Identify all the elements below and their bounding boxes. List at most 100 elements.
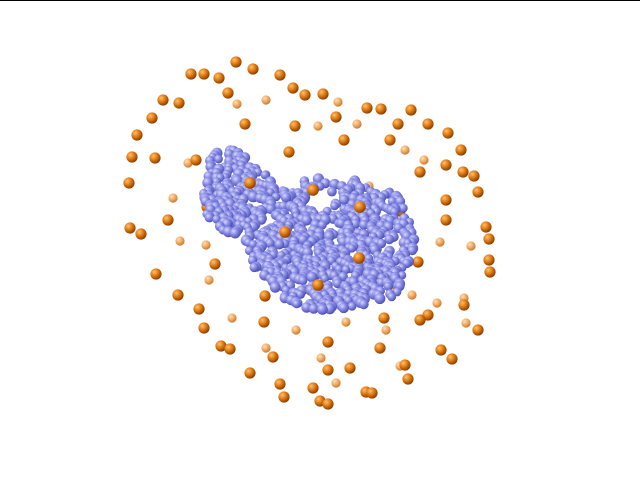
shell-bead <box>435 237 445 247</box>
protein-atom <box>306 271 318 283</box>
shell-bead <box>124 222 136 234</box>
shell-bead <box>361 102 373 114</box>
protein-atom <box>327 186 337 197</box>
shell-bead <box>227 313 237 323</box>
shell-bead <box>213 72 225 84</box>
shell-bead <box>472 186 484 198</box>
protein-atom <box>387 292 397 302</box>
shell-bead <box>414 314 426 326</box>
protein-atom <box>249 262 259 273</box>
protein-atom <box>212 215 221 224</box>
shell-bead <box>168 193 178 203</box>
shell-bead <box>384 134 396 146</box>
shell-bead <box>222 87 234 99</box>
protein-atom-cluster <box>199 145 420 315</box>
protein-atom <box>214 154 223 164</box>
shell-bead <box>204 275 214 285</box>
shell-bead <box>381 325 391 335</box>
shell-bead <box>483 233 495 245</box>
protein-atom <box>398 203 408 213</box>
shell-bead <box>198 322 210 334</box>
shell-bead <box>435 344 447 356</box>
shell-bead <box>283 146 295 158</box>
protein-atom <box>383 281 393 291</box>
protein-atom <box>204 212 215 223</box>
protein-atom <box>229 227 241 239</box>
shell-bead <box>261 95 271 105</box>
shell-bead <box>333 97 343 107</box>
protein-atom <box>358 299 369 310</box>
shell-bead <box>378 312 390 324</box>
shell-bead <box>135 228 147 240</box>
shell-bead <box>267 351 279 363</box>
shell-bead <box>274 69 286 81</box>
shell-bead <box>299 89 311 101</box>
shell-bead <box>440 194 452 206</box>
shell-bead <box>287 82 299 94</box>
shell-bead <box>316 353 326 363</box>
shell-bead <box>338 134 350 146</box>
shell-bead <box>215 340 227 352</box>
shell-bead <box>484 266 496 278</box>
shell-bead <box>149 152 161 164</box>
protein-atom <box>384 234 395 245</box>
shell-bead <box>230 56 242 68</box>
shell-bead <box>185 68 197 80</box>
shell-bead <box>366 387 378 399</box>
shell-bead <box>313 121 323 131</box>
shell-bead <box>440 214 452 226</box>
protein-atom <box>330 201 339 211</box>
shell-bead <box>322 364 334 376</box>
shell-bead <box>259 290 271 302</box>
protein-atom <box>320 274 329 283</box>
protein-atom <box>317 220 327 230</box>
shell-bead <box>375 103 387 115</box>
shell-bead <box>279 226 291 238</box>
shell-bead <box>399 359 411 371</box>
shell-bead <box>422 309 434 321</box>
shell-bead <box>472 324 484 336</box>
shell-bead <box>146 112 158 124</box>
protein-atom <box>308 303 319 314</box>
shell-bead <box>402 373 414 385</box>
shell-bead <box>468 170 480 182</box>
protein-atom <box>374 293 386 305</box>
shell-bead <box>344 362 356 374</box>
protein-atom <box>269 281 281 293</box>
dummy-atom-shell-front <box>244 177 366 291</box>
shell-bead <box>244 367 256 379</box>
shell-bead <box>480 221 492 233</box>
shell-bead <box>183 158 193 168</box>
shell-bead <box>193 303 205 315</box>
protein-atom <box>280 192 292 203</box>
shell-bead <box>278 391 290 403</box>
shell-bead <box>419 155 429 165</box>
shell-bead <box>289 120 301 132</box>
shell-bead <box>432 298 442 308</box>
shell-bead <box>224 343 236 355</box>
protein-atom <box>339 194 350 205</box>
shell-bead <box>455 144 467 156</box>
protein-atom <box>347 301 357 311</box>
protein-atom <box>265 238 275 249</box>
shell-bead <box>400 145 410 155</box>
protein-atom <box>407 245 417 256</box>
shell-bead <box>330 111 342 123</box>
protein-atom <box>332 278 343 289</box>
shell-bead <box>261 343 271 353</box>
shell-bead <box>190 154 202 166</box>
protein-atom <box>298 276 308 286</box>
protein-atom <box>274 239 285 250</box>
shell-bead <box>123 177 135 189</box>
shell-bead <box>374 342 386 354</box>
shell-bead <box>209 258 221 270</box>
shell-bead <box>150 268 162 280</box>
shell-bead <box>157 94 169 106</box>
shell-bead <box>392 118 404 130</box>
shell-bead <box>247 63 259 75</box>
shell-bead <box>307 382 319 394</box>
shell-bead <box>446 353 458 365</box>
shell-bead <box>258 316 270 328</box>
shell-bead <box>126 151 138 163</box>
